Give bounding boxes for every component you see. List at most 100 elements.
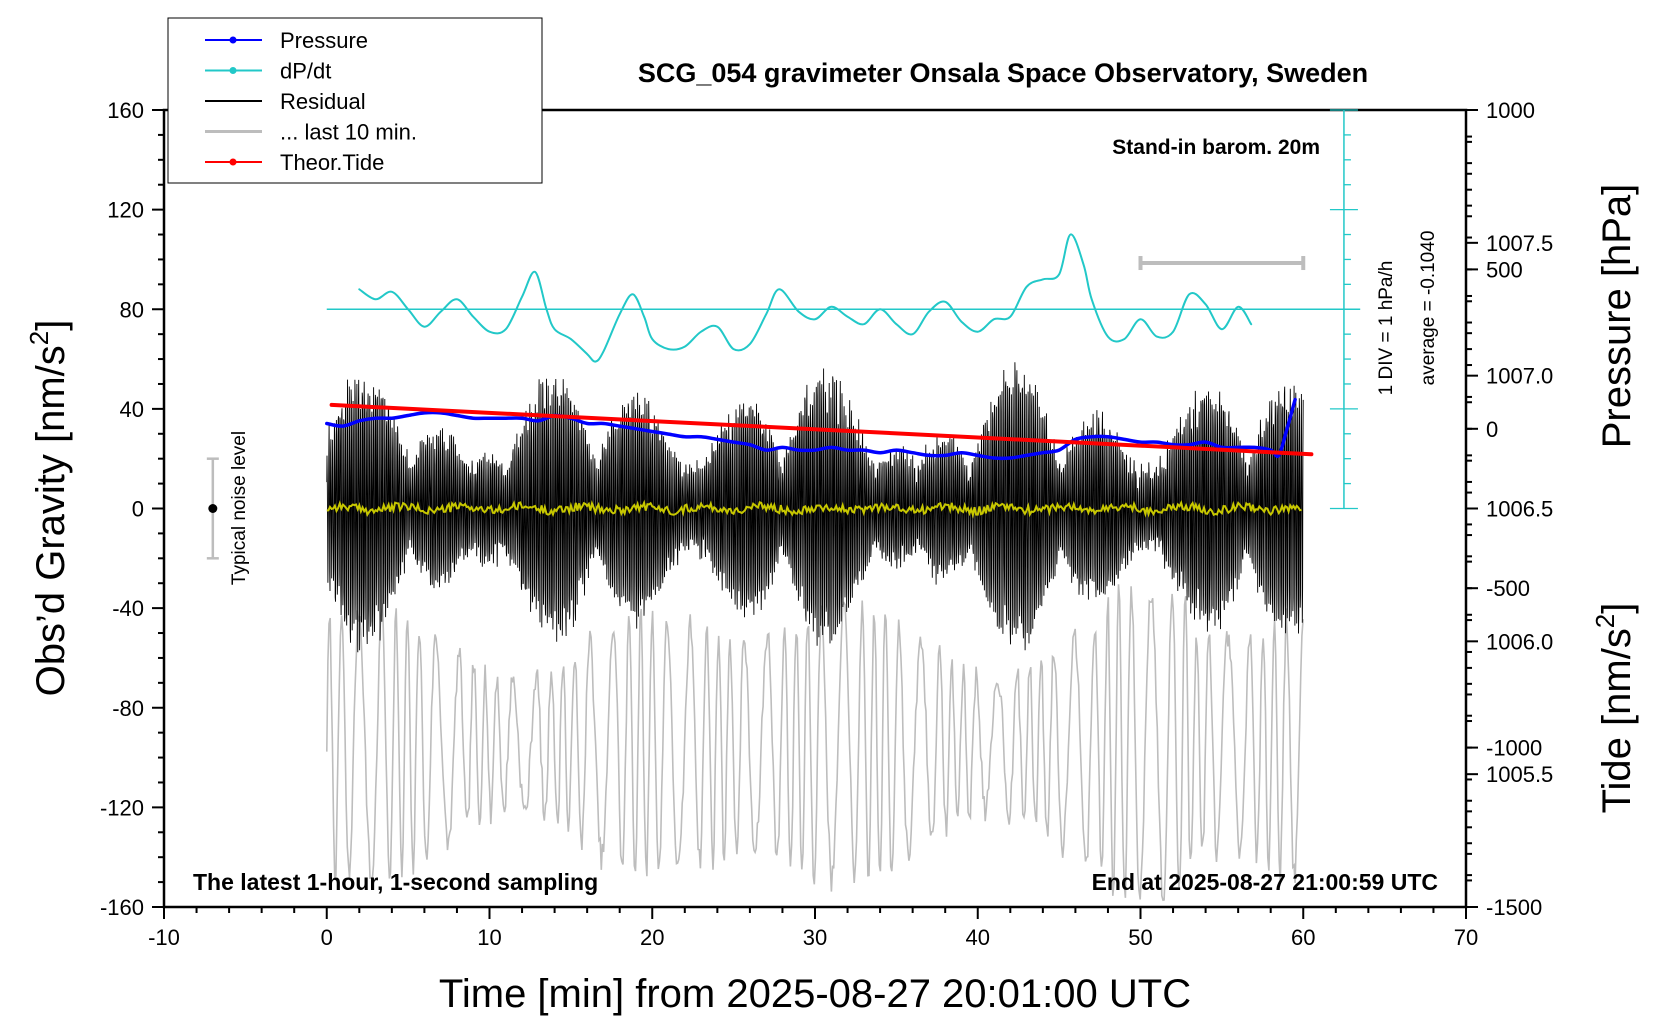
- dp-dt-point: [733, 348, 735, 350]
- pressure-point: [814, 449, 816, 451]
- tide-tick-labels: 1000 500 0 -500 -1000 -1500: [1486, 98, 1542, 920]
- dp-dt-point: [1082, 263, 1085, 266]
- dp-dt-point: [472, 316, 474, 318]
- dp-dt-point: [488, 331, 491, 333]
- dp-dt-point: [358, 288, 360, 290]
- dp-dt-point: [977, 331, 979, 333]
- dp-dt-point: [700, 331, 702, 333]
- dp-dt-point: [1107, 336, 1109, 338]
- pressure-point: [1253, 446, 1256, 448]
- pressure-tick-label: 1007.0: [1486, 364, 1553, 389]
- x-tick-label: 0: [321, 925, 333, 950]
- pressure-point: [1294, 398, 1296, 401]
- residual-line: [326, 362, 1304, 653]
- y-tick-label-left: 0: [132, 497, 144, 522]
- pressure-point: [863, 449, 865, 451]
- pressure-point: [342, 425, 344, 427]
- pressure-point: [440, 412, 442, 414]
- pressure-point: [1058, 449, 1060, 451]
- last-10-min-line: [326, 584, 1304, 902]
- pressure-point: [1237, 446, 1239, 448]
- dp-dt-point: [846, 316, 849, 318]
- x-tick-label: 50: [1128, 925, 1152, 950]
- dp-dt-point: [423, 326, 425, 328]
- x-tick-labels: -10 0 10 20 30 40 50 60 70: [148, 925, 1478, 950]
- pressure-point: [1286, 428, 1288, 430]
- dp-dt-point: [456, 298, 458, 300]
- dp-dt-point: [993, 318, 995, 320]
- pressure-point: [1025, 454, 1028, 456]
- pressure-point: [749, 444, 751, 446]
- residual-series: [326, 362, 1304, 653]
- pressure-point: [879, 452, 881, 454]
- pressure-tick-label: 1005.5: [1486, 762, 1553, 787]
- y-axis-title-left-end: ]: [29, 320, 73, 331]
- dp-dt-point: [879, 308, 881, 310]
- pressure-point: [472, 417, 474, 419]
- dp-dt-point: [602, 350, 605, 353]
- y-axis-title-tide: Tide [nm/s2]: [1590, 603, 1639, 814]
- pressure-point: [912, 452, 914, 454]
- dp-dt-point: [651, 338, 653, 340]
- dp-dt-point: [1221, 328, 1223, 330]
- dp-dt-point: [619, 313, 621, 315]
- pressure-point: [635, 428, 637, 430]
- tide-tick-label: -500: [1486, 576, 1530, 601]
- dp-dt-point: [895, 323, 897, 325]
- dp-dt-point: [863, 323, 865, 325]
- dp-dt-point: [505, 328, 507, 330]
- x-tick-label: -10: [148, 925, 180, 950]
- dp-dt-point: [632, 293, 634, 295]
- dp-dt-point: [643, 316, 645, 318]
- pressure-point: [1042, 452, 1044, 454]
- pressure-point: [1107, 436, 1109, 438]
- pressure-line: [325, 397, 1297, 461]
- legend-label: dP/dt: [280, 59, 331, 84]
- legend-label: Residual: [280, 89, 366, 114]
- tide-tick-label: 1000: [1486, 98, 1535, 123]
- dp-dt-point: [1188, 293, 1190, 295]
- dp-dt-point: [1205, 303, 1207, 305]
- dp-dt-point: [1042, 278, 1044, 280]
- pressure-point: [407, 414, 409, 417]
- x-tick-label: 10: [477, 925, 501, 950]
- y-axis-title-left-sup: 2: [24, 331, 54, 345]
- dp-dt-point: [407, 308, 409, 310]
- dp-dt-point: [749, 343, 751, 345]
- pressure-point: [1091, 436, 1093, 438]
- tide-tick-label: 500: [1486, 257, 1523, 282]
- pressure-tick-label: 1006.5: [1486, 497, 1553, 522]
- chart-title: SCG_054 gravimeter Onsala Space Observat…: [638, 58, 1368, 88]
- pressure-point: [765, 449, 767, 451]
- dpdt-average-annotation: average = -0.1040: [1418, 231, 1439, 386]
- pressure-point: [423, 412, 425, 414]
- y-tick-label-left: 40: [120, 397, 144, 422]
- dp-dt-point: [798, 311, 800, 313]
- pressure-point: [1123, 438, 1125, 441]
- pressure-point: [846, 449, 849, 451]
- dp-dt-point: [667, 348, 670, 350]
- pressure-tick-labels: 1007.5 1007.0 1006.5 1006.0 1005.5: [1486, 231, 1553, 787]
- pressure-point: [391, 417, 393, 419]
- dpdt-scale-annotation: 1 DIV = 1 hPa/h: [1376, 261, 1397, 396]
- dp-dt-point: [1250, 323, 1252, 325]
- dp-dt-line: [358, 233, 1253, 363]
- pressure-point: [537, 420, 539, 422]
- residual-smoothed-series: [326, 499, 1302, 519]
- dp-dt-point: [960, 321, 963, 323]
- pressure-point: [488, 417, 491, 419]
- pressure-point: [895, 449, 897, 451]
- pressure-point: [700, 436, 702, 438]
- dp-dt-point: [570, 338, 572, 340]
- pressure-point: [684, 436, 686, 438]
- pressure-point: [1221, 446, 1223, 448]
- dpdt-scale-axis: [326, 109, 1361, 510]
- pressure-point: [505, 417, 507, 419]
- dp-dt-point: [1058, 273, 1060, 275]
- legend: Pressure dP/dt Residual ... last 10 min. The…: [167, 17, 543, 184]
- legend-marker: [229, 158, 237, 166]
- pressure-point: [781, 446, 784, 448]
- dp-dt-point: [1237, 306, 1239, 308]
- y-tick-label-left: -160: [100, 895, 144, 920]
